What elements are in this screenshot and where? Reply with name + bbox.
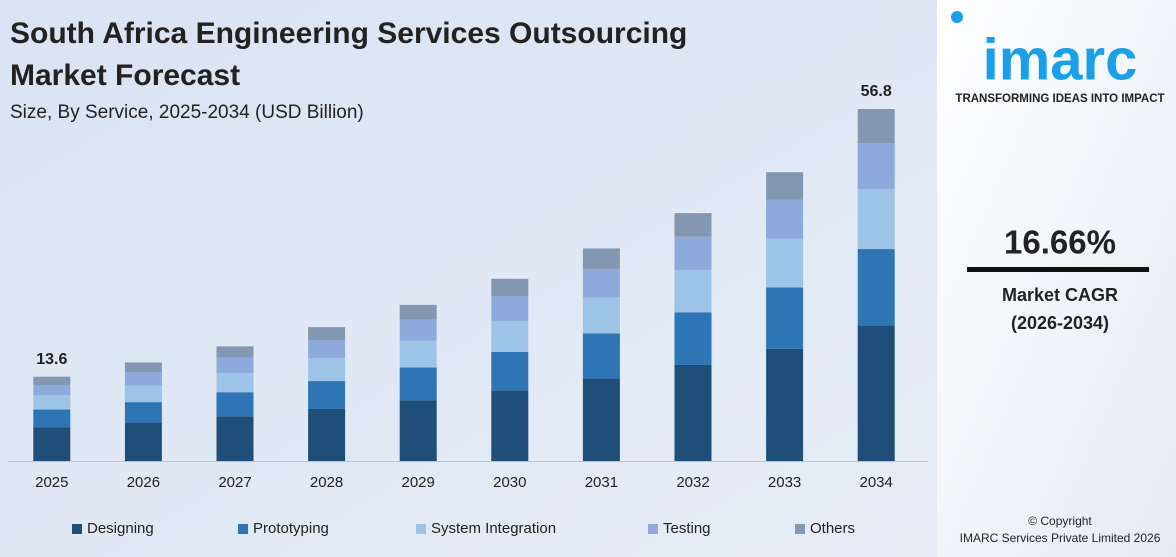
bar-segment — [399, 367, 437, 401]
total-label: 13.6 — [36, 351, 67, 368]
legend-swatch — [648, 524, 658, 534]
bar-segment — [124, 422, 162, 461]
bar-segment — [582, 248, 620, 269]
bar-segment — [674, 236, 712, 271]
bar-segment — [766, 238, 804, 288]
bar-segment — [582, 297, 620, 334]
x-tick-label: 2025 — [35, 474, 68, 491]
legend-swatch — [416, 524, 426, 534]
bar-segment — [857, 109, 895, 144]
x-tick-label: 2032 — [676, 474, 709, 491]
bar-segment — [674, 364, 712, 461]
x-tick-label: 2033 — [768, 474, 801, 491]
bar-segment — [766, 348, 804, 461]
bar-segment — [399, 400, 437, 461]
x-tick-label: 2030 — [493, 474, 526, 491]
cagr-value: 16.66% — [1004, 224, 1116, 261]
bar-segment — [857, 325, 895, 461]
chart-subtitle: Size, By Service, 2025-2034 (USD Billion… — [10, 102, 364, 123]
chart-title-line1: South Africa Engineering Services Outsou… — [10, 17, 687, 50]
x-tick-label: 2026 — [127, 474, 160, 491]
bar-segment — [491, 278, 529, 297]
bar-segment — [216, 373, 254, 393]
cagr-period: (2026-2034) — [1011, 313, 1109, 333]
legend-label: Designing — [87, 520, 154, 537]
logo: imarc — [983, 27, 1138, 92]
bar-segment — [308, 327, 346, 341]
bar-segment — [33, 385, 71, 396]
chart-title-line2: Market Forecast — [10, 59, 240, 92]
legend-label: Others — [810, 520, 855, 537]
bar-segment — [216, 416, 254, 461]
bar-segment — [308, 340, 346, 359]
bar-segment — [33, 376, 71, 386]
bar-segment — [124, 402, 162, 423]
bar-segment — [216, 346, 254, 358]
legend-label: Testing — [663, 520, 711, 537]
bar-segment — [766, 287, 804, 349]
bar-segment — [491, 390, 529, 461]
bar-segment — [216, 357, 254, 373]
bar-segment — [582, 268, 620, 298]
bar-segment — [33, 409, 71, 428]
bar-segment — [308, 381, 346, 409]
bar-segment — [124, 385, 162, 403]
bar-segment — [582, 333, 620, 379]
bar-segment — [216, 392, 254, 417]
bar-segment — [491, 320, 529, 352]
bar-segment — [33, 395, 71, 410]
bar-segment — [491, 296, 529, 321]
bar-segment — [399, 304, 437, 320]
legend-swatch — [72, 524, 82, 534]
legend-swatch — [238, 524, 248, 534]
bar-segment — [766, 199, 804, 239]
tagline: TRANSFORMING IDEAS INTO IMPACT — [955, 93, 1164, 105]
bar-segment — [33, 427, 71, 461]
bar-segment — [308, 358, 346, 382]
bar-segment — [857, 249, 895, 326]
x-tick-label: 2027 — [218, 474, 251, 491]
bar-segment — [124, 372, 162, 386]
bar-segment — [766, 172, 804, 200]
legend-swatch — [795, 524, 805, 534]
bar-segment — [582, 378, 620, 461]
legend-label: Prototyping — [253, 520, 329, 537]
sidebar-background — [937, 0, 1176, 557]
cagr-divider — [967, 267, 1149, 272]
total-label: 56.8 — [861, 83, 892, 100]
x-tick-label: 2028 — [310, 474, 343, 491]
bar-segment — [399, 319, 437, 341]
x-tick-label: 2029 — [402, 474, 435, 491]
x-tick-label: 2034 — [860, 474, 893, 491]
logo-dot — [951, 11, 963, 23]
bar-segment — [674, 213, 712, 237]
company: IMARC Services Private Limited 2026 — [960, 531, 1161, 545]
legend-label: System Integration — [431, 520, 556, 537]
bar-segment — [399, 340, 437, 368]
bar-segment — [308, 408, 346, 461]
copyright: © Copyright — [1028, 514, 1092, 528]
cagr-label: Market CAGR — [1002, 285, 1118, 305]
bar-segment — [491, 351, 529, 391]
bar-segment — [857, 188, 895, 250]
bar-segment — [674, 312, 712, 365]
bar-segment — [124, 362, 162, 373]
bar-segment — [857, 143, 895, 189]
x-tick-label: 2031 — [585, 474, 618, 491]
bar-segment — [674, 270, 712, 313]
